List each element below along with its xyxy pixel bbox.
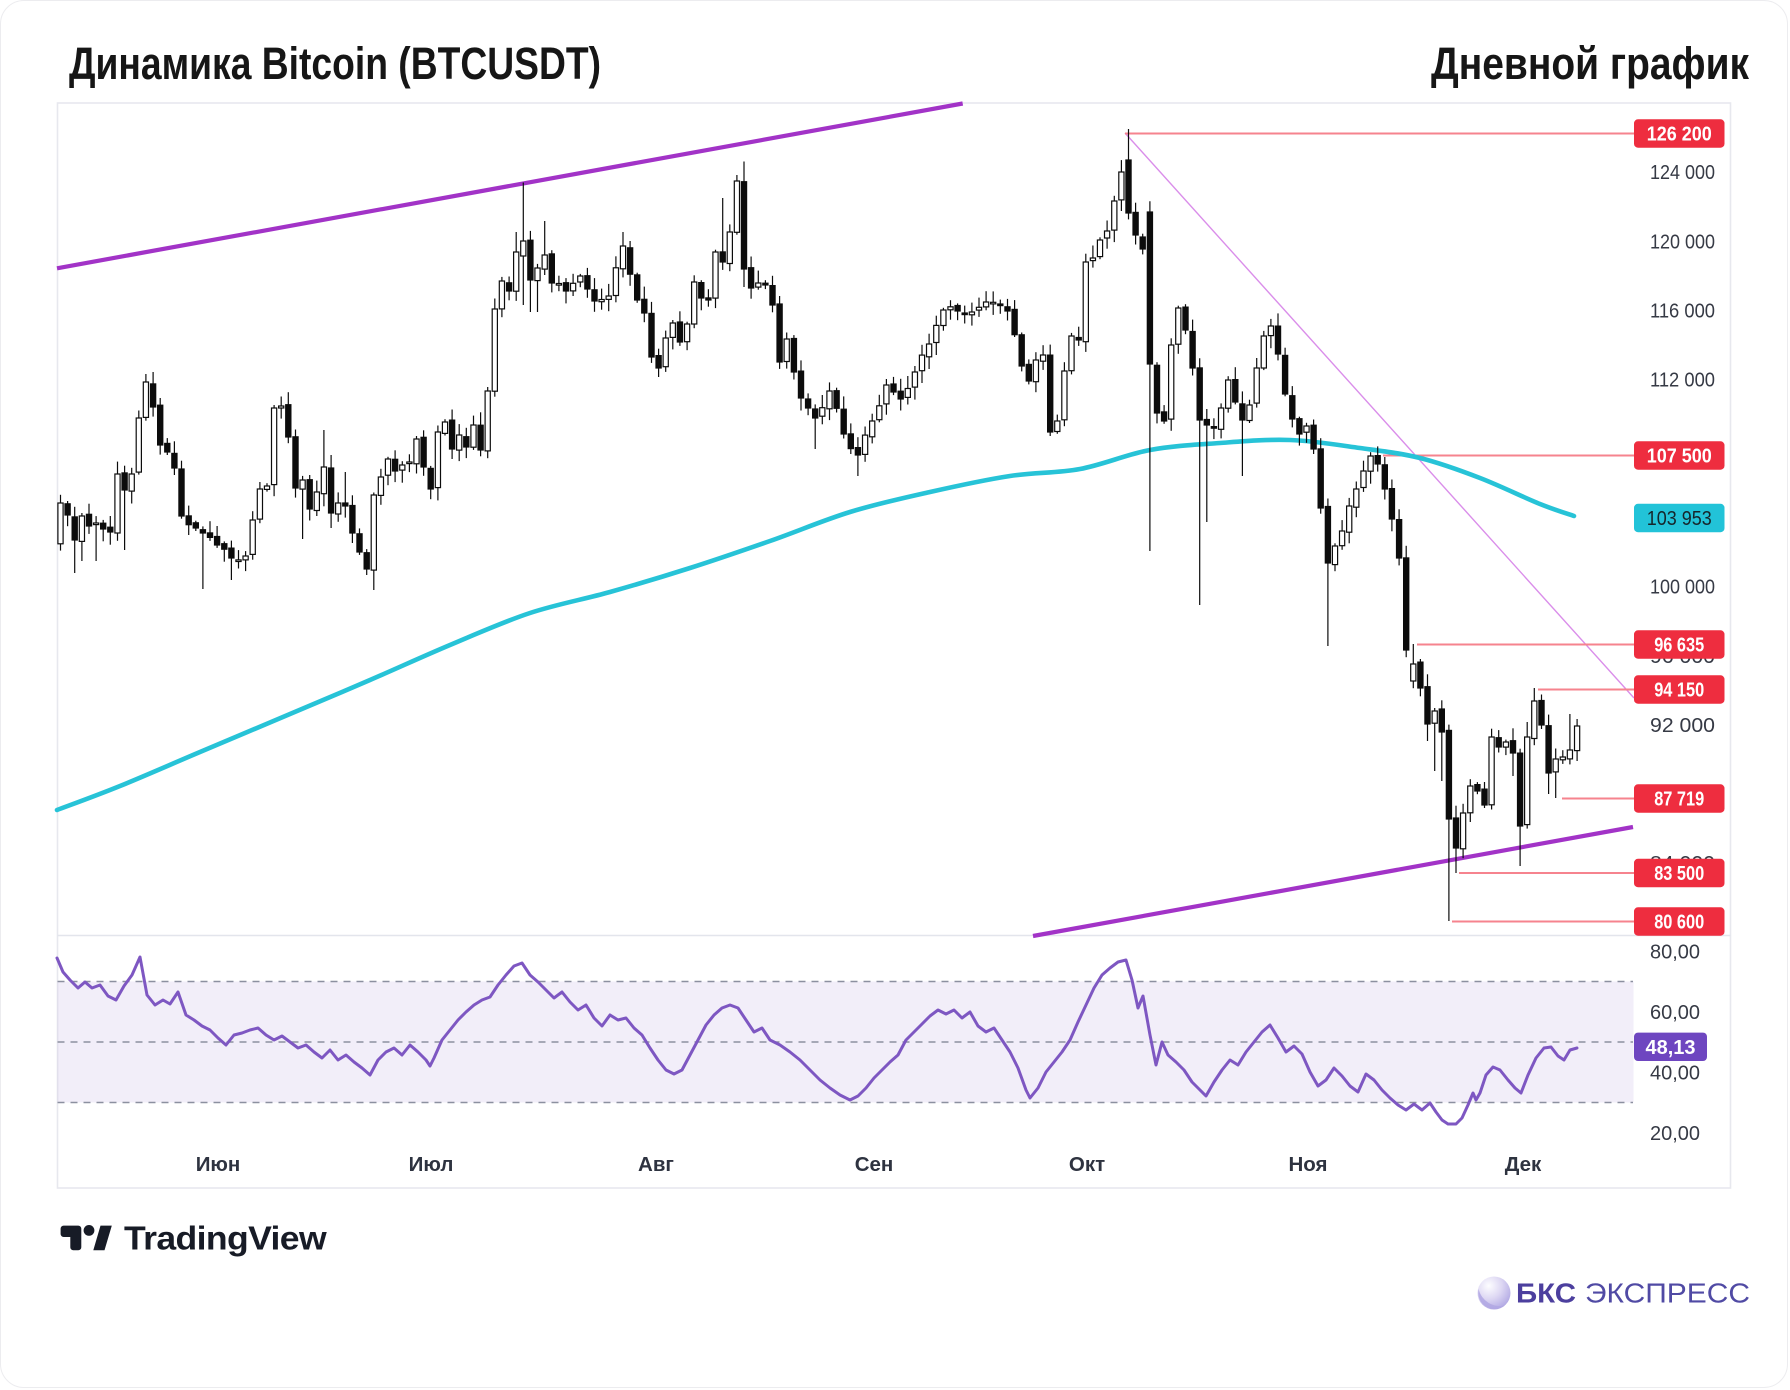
svg-text:TradingView: TradingView: [124, 1221, 328, 1258]
svg-text:Июл: Июл: [409, 1153, 454, 1176]
svg-text:116 000: 116 000: [1650, 299, 1715, 322]
svg-text:20,00: 20,00: [1650, 1122, 1700, 1145]
svg-text:112 000: 112 000: [1650, 369, 1715, 392]
svg-text:Динамика Bitcoin (BTCUSDT): Динамика Bitcoin (BTCUSDT): [69, 38, 601, 89]
svg-text:80 600: 80 600: [1654, 911, 1704, 934]
svg-text:Дневной график: Дневной график: [1431, 38, 1749, 89]
svg-text:107 500: 107 500: [1647, 445, 1712, 468]
svg-text:103 953: 103 953: [1647, 507, 1712, 530]
svg-text:100 000: 100 000: [1650, 576, 1715, 599]
svg-text:92 000: 92 000: [1650, 714, 1715, 737]
svg-text:Авг: Авг: [638, 1153, 674, 1176]
svg-text:ЭКСПРЕСС: ЭКСПРЕСС: [1585, 1278, 1750, 1309]
svg-text:124 000: 124 000: [1650, 161, 1715, 184]
svg-text:40,00: 40,00: [1650, 1061, 1700, 1084]
svg-text:Сен: Сен: [855, 1153, 894, 1176]
svg-text:БКС: БКС: [1516, 1278, 1576, 1309]
svg-text:Окт: Окт: [1069, 1153, 1105, 1176]
svg-text:96 635: 96 635: [1654, 634, 1704, 657]
svg-text:Дек: Дек: [1505, 1153, 1542, 1176]
svg-text:48,13: 48,13: [1646, 1036, 1696, 1059]
svg-text:87 719: 87 719: [1654, 788, 1704, 811]
svg-text:126 200: 126 200: [1647, 123, 1712, 146]
svg-text:83 500: 83 500: [1654, 862, 1704, 885]
svg-text:80,00: 80,00: [1650, 940, 1700, 963]
svg-text:60,00: 60,00: [1650, 1001, 1700, 1024]
svg-text:120 000: 120 000: [1650, 230, 1715, 253]
svg-text:94 150: 94 150: [1654, 679, 1704, 702]
svg-text:Ноя: Ноя: [1288, 1153, 1327, 1176]
svg-text:Июн: Июн: [196, 1153, 241, 1176]
